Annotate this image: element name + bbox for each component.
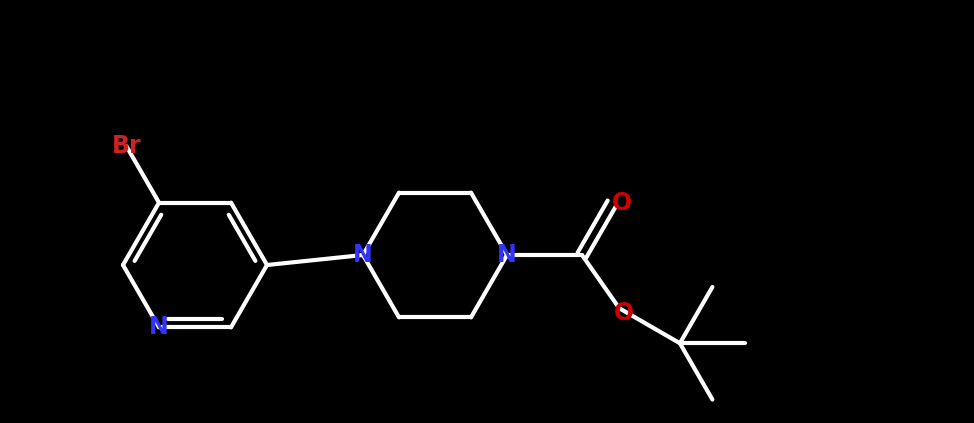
Text: Br: Br (112, 135, 141, 158)
Text: O: O (615, 301, 634, 325)
Text: O: O (612, 191, 632, 215)
Text: N: N (149, 316, 169, 339)
Text: N: N (354, 243, 373, 267)
Text: N: N (497, 243, 517, 267)
